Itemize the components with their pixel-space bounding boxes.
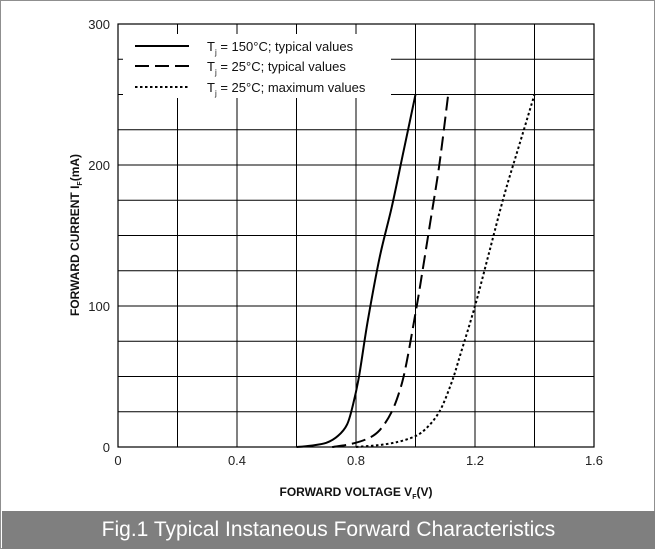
x-axis-label: FORWARD VOLTAGE VF(V) bbox=[280, 485, 433, 501]
series-line-25c-typical bbox=[332, 94, 450, 448]
series-line-150c-typical bbox=[296, 94, 417, 448]
figure-caption: Fig.1 Typical Instaneous Forward Charact… bbox=[2, 511, 655, 549]
tick-labels: 0 0.4 0.8 1.2 1.6 0 100 200 300 bbox=[88, 17, 603, 468]
x-tick-label: 0 bbox=[114, 453, 121, 468]
legend-label-3: Tj = 25°C; maximum values bbox=[207, 80, 366, 98]
x-tick-label: 0.8 bbox=[347, 453, 365, 468]
y-tick-label: 300 bbox=[88, 17, 110, 32]
y-tick-label: 100 bbox=[88, 299, 110, 314]
x-tick-label: 1.6 bbox=[585, 453, 603, 468]
legend-label-1: Tj = 150°C; typical values bbox=[207, 39, 354, 57]
series-line-25c-maximum bbox=[355, 94, 536, 448]
series-lines bbox=[296, 94, 536, 448]
x-tick-label: 1.2 bbox=[466, 453, 484, 468]
y-tick-label: 0 bbox=[103, 440, 110, 455]
y-tick-label: 200 bbox=[88, 158, 110, 173]
y-axis-label: FORWARD CURRENT IF(mA) bbox=[68, 154, 84, 316]
x-tick-label: 0.4 bbox=[228, 453, 246, 468]
forward-characteristics-chart: 0 0.4 0.8 1.2 1.6 0 100 200 300 Tj = 150°C; typi… bbox=[68, 17, 603, 501]
legend: Tj = 150°C; typical values Tj = 25°C; ty… bbox=[123, 34, 391, 98]
legend-label-2: Tj = 25°C; typical values bbox=[207, 59, 346, 77]
